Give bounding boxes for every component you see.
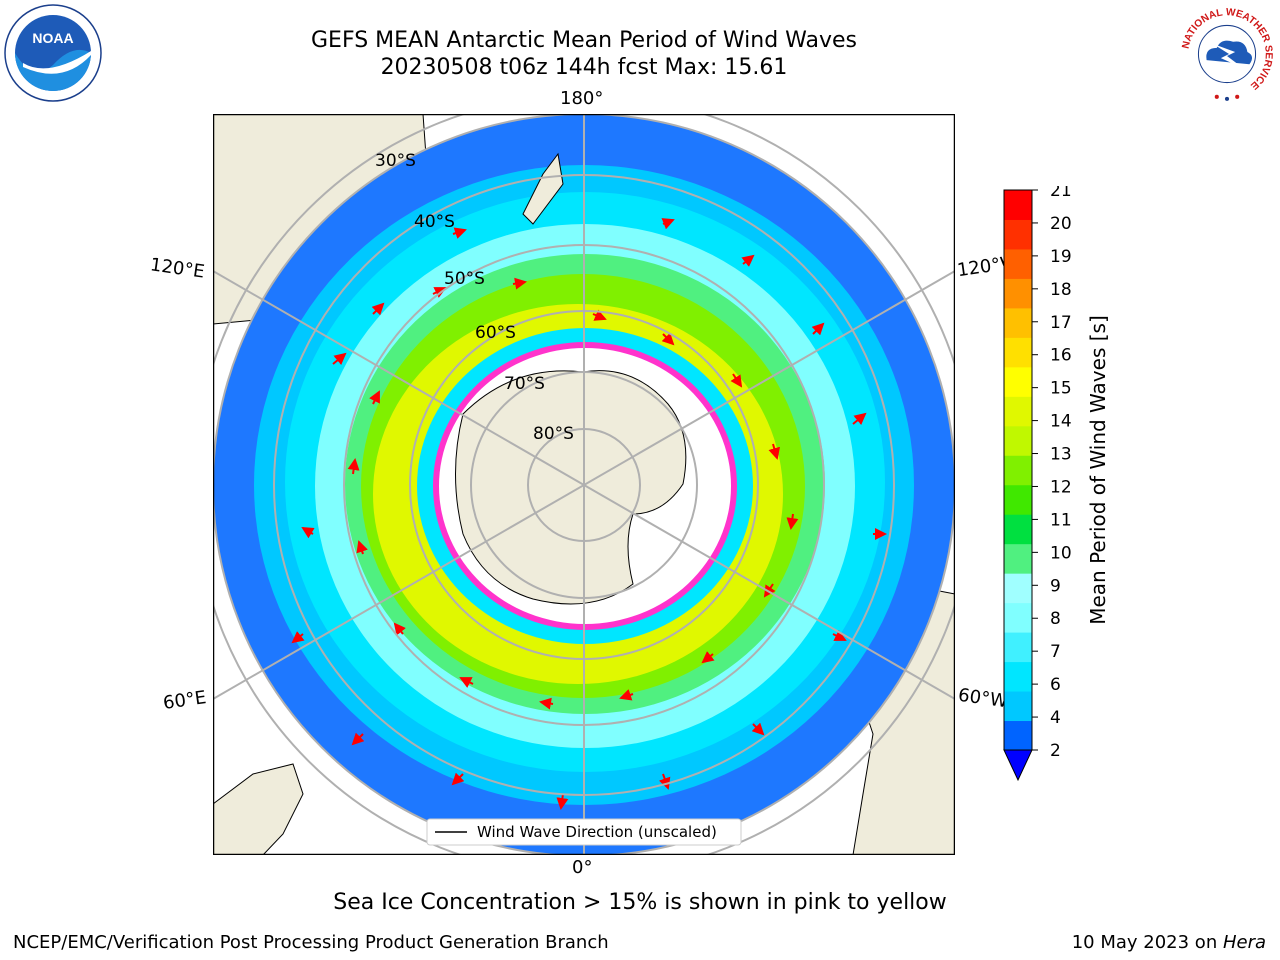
footer-date: 10 May 2023 on Hera: [1072, 932, 1266, 953]
colorbar-band: [1004, 721, 1032, 751]
colorbar-band: [1004, 396, 1032, 426]
colorbar-band: [1004, 603, 1032, 633]
colorbar-band: [1004, 485, 1032, 515]
colorbar-band: [1004, 308, 1032, 338]
lat-label-70s: 70°S: [504, 374, 545, 394]
colorbar-tick-label: 8: [1050, 609, 1061, 629]
chart-subtitle: 20230508 t06z 144h fcst Max: 15.61: [234, 54, 934, 82]
colorbar-band: [1004, 544, 1032, 574]
nws-logo: NATIONAL WEATHER SERVICE: [1176, 3, 1278, 105]
colorbar-tick-label: 19: [1050, 247, 1072, 267]
colorbar-band: [1004, 573, 1032, 603]
colorbar-tick-label: 16: [1050, 346, 1072, 366]
chart-title: GEFS MEAN Antarctic Mean Period of Wind …: [234, 27, 934, 55]
lat-label-30s: 30°S: [375, 151, 416, 171]
colorbar-band: [1004, 455, 1032, 485]
lat-label-50s: 50°S: [444, 269, 485, 289]
colorbar-band: [1004, 278, 1032, 308]
colorbar-band: [1004, 662, 1032, 692]
footer-credit: NCEP/EMC/Verification Post Processing Pr…: [13, 932, 609, 953]
colorbar-title: Mean Period of Wind Waves [s]: [1086, 315, 1110, 625]
colorbar-tick-label: 11: [1050, 510, 1072, 530]
colorbar-tick-label: 7: [1050, 642, 1061, 662]
noaa-logo-text: NOAA: [32, 30, 73, 46]
footer-date-text: 10 May 2023 on: [1072, 932, 1223, 953]
colorbar-tick-label: 10: [1050, 543, 1072, 563]
colorbar-tick-label: 18: [1050, 280, 1072, 300]
lat-label-80s: 80°S: [533, 424, 574, 444]
map-legend: Wind Wave Direction (unscaled): [427, 819, 741, 845]
colorbar-band: [1004, 337, 1032, 367]
footer-host: Hera: [1223, 932, 1266, 953]
colorbar-tick-label: 13: [1050, 445, 1072, 465]
sea-ice-caption: Sea Ice Concentration > 15% is shown in …: [0, 890, 1280, 915]
colorbar-tick-label: 17: [1050, 313, 1072, 333]
colorbar-tick-label: 14: [1050, 412, 1072, 432]
legend-label: Wind Wave Direction (unscaled): [477, 823, 717, 841]
colorbar-band: [1004, 367, 1032, 397]
colorbar-tick-label: 21: [1050, 186, 1072, 201]
colorbar-band: [1004, 426, 1032, 456]
colorbar-tick-label: 12: [1050, 477, 1072, 497]
colorbar-band: [1004, 219, 1032, 249]
colorbar-band: [1004, 249, 1032, 279]
colorbar-tick-label: 15: [1050, 379, 1072, 399]
lon-label-180: 180°: [560, 88, 603, 109]
colorbar-underflow: [1004, 750, 1032, 780]
lat-label-60s: 60°S: [475, 323, 516, 343]
lon-label-0: 0°: [572, 857, 592, 878]
colorbar-tick-label: 20: [1050, 214, 1072, 234]
colorbar-tick-label: 9: [1050, 576, 1061, 596]
lon-label-60e: 60°E: [162, 687, 208, 714]
lat-label-40s: 40°S: [414, 212, 455, 232]
colorbar-band: [1004, 190, 1032, 220]
colorbar-band: [1004, 632, 1032, 662]
colorbar-tick-label: 4: [1050, 708, 1061, 728]
colorbar-tick-label: 2: [1050, 741, 1061, 761]
colorbar-band: [1004, 514, 1032, 544]
noaa-logo: NOAA: [3, 3, 103, 103]
colorbar-tick-label: 6: [1050, 675, 1061, 695]
antarctic-map: Wind Wave Direction (unscaled): [213, 114, 955, 855]
colorbar-band: [1004, 691, 1032, 721]
lon-label-120e: 120°E: [149, 254, 206, 282]
